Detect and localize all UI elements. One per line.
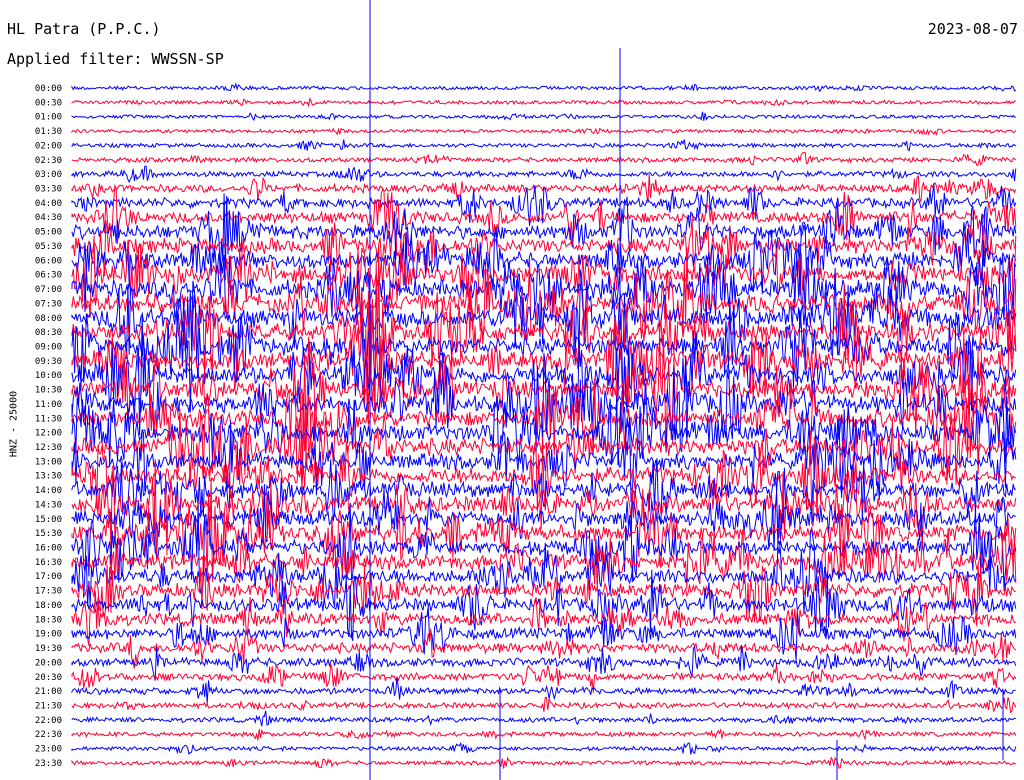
time-tick-label: 10:00	[35, 371, 62, 381]
seismic-trace	[71, 396, 1017, 467]
time-tick-label: 02:30	[35, 156, 62, 166]
time-tick-label: 08:30	[35, 328, 62, 338]
time-tick-label: 08:00	[35, 314, 62, 324]
time-tick-label: 13:00	[35, 457, 62, 467]
time-tick-label: 03:00	[35, 170, 62, 180]
seismic-trace	[71, 295, 1016, 413]
seismic-trace	[71, 139, 1017, 152]
time-tick-label: 09:30	[35, 357, 62, 367]
seismic-trace	[71, 458, 1017, 525]
filter-label: Applied filter: WWSSN-SP	[7, 50, 224, 68]
seismic-trace	[71, 151, 1017, 166]
time-tick-label: 22:00	[35, 716, 62, 726]
tick-label-layer: 00:00 00:30 01:00 01:30 02:00 02:30 03:00 03:30…	[35, 84, 62, 769]
seismic-trace	[71, 367, 1017, 476]
time-tick-label: 07:00	[35, 285, 62, 295]
time-tick-label: 01:00	[35, 113, 62, 123]
time-tick-label: 01:30	[35, 127, 62, 137]
time-tick-label: 00:00	[35, 84, 62, 94]
seismic-trace	[71, 628, 1017, 669]
seismic-trace	[71, 96, 1016, 108]
time-tick-label: 10:30	[35, 386, 62, 396]
seismic-trace	[71, 528, 1017, 590]
seismic-trace	[71, 285, 1017, 425]
time-tick-label: 11:30	[35, 414, 62, 424]
time-tick-label: 20:00	[35, 658, 62, 668]
time-tick-label: 06:00	[35, 256, 62, 266]
seismic-trace	[71, 183, 1017, 226]
seismic-trace	[71, 710, 1016, 727]
seismic-trace	[71, 645, 1017, 681]
time-tick-label: 14:30	[35, 500, 62, 510]
seismic-trace	[71, 591, 1016, 646]
seismic-trace	[71, 165, 1017, 184]
seismic-trace	[71, 503, 1017, 595]
seismic-trace	[71, 756, 1017, 769]
seismic-trace	[71, 183, 1017, 244]
seismic-trace	[71, 111, 1016, 122]
seismic-trace	[71, 476, 1017, 582]
time-tick-label: 20:30	[35, 673, 62, 683]
time-tick-label: 04:30	[35, 213, 62, 223]
time-tick-label: 05:30	[35, 242, 62, 252]
seismic-trace	[71, 529, 1016, 614]
seismic-trace	[71, 728, 1017, 741]
date-label: 2023-08-07	[927, 20, 1018, 38]
time-tick-label: 07:30	[35, 299, 62, 309]
time-tick-label: 15:00	[35, 515, 62, 525]
time-tick-label: 21:30	[35, 701, 62, 711]
time-tick-label: 18:00	[35, 601, 62, 611]
seismic-trace	[71, 483, 1016, 552]
time-tick-label: 16:00	[35, 544, 62, 554]
seismic-trace	[71, 221, 1017, 295]
time-tick-label: 05:00	[35, 228, 62, 238]
seismic-trace	[71, 555, 1016, 627]
time-tick-label: 23:30	[35, 759, 62, 769]
time-tick-label: 19:00	[35, 630, 62, 640]
seismic-trace	[71, 677, 1016, 704]
time-tick-label: 02:00	[35, 141, 62, 151]
seismic-trace	[71, 696, 1017, 714]
station-title: HL Patra (P.P.C.)	[7, 20, 161, 38]
time-tick-label: 12:30	[35, 443, 62, 453]
time-tick-label: 16:30	[35, 558, 62, 568]
seismic-trace	[71, 218, 1017, 277]
time-tick-label: 14:00	[35, 486, 62, 496]
seismic-trace	[71, 663, 1017, 693]
time-tick-label: 17:00	[35, 572, 62, 582]
time-tick-label: 13:30	[35, 472, 62, 482]
seismic-trace	[71, 173, 1017, 204]
time-tick-label: 06:30	[35, 271, 62, 281]
seismic-trace	[71, 82, 1017, 93]
seismic-trace	[71, 606, 1017, 661]
time-tick-label: 18:30	[35, 615, 62, 625]
seismic-trace	[71, 127, 1017, 136]
seismic-trace	[71, 569, 1017, 641]
time-tick-label: 21:00	[35, 687, 62, 697]
seismic-trace	[71, 351, 1017, 454]
seismic-trace	[71, 741, 1017, 756]
time-tick-label: 03:30	[35, 185, 62, 195]
time-tick-label: 11:00	[35, 400, 62, 410]
time-tick-label: 17:30	[35, 587, 62, 597]
time-tick-label: 09:00	[35, 342, 62, 352]
time-tick-label: 23:00	[35, 745, 62, 755]
seismic-trace	[71, 245, 1017, 425]
time-tick-label: 04:00	[35, 199, 62, 209]
time-tick-label: 19:30	[35, 644, 62, 654]
time-tick-label: 12:00	[35, 429, 62, 439]
time-tick-label: 15:30	[35, 529, 62, 539]
trace-layer	[71, 0, 1017, 780]
time-tick-label: 22:30	[35, 730, 62, 740]
seismic-trace	[71, 247, 1017, 345]
seismic-trace	[71, 193, 1017, 275]
time-tick-label: 00:30	[35, 98, 62, 108]
